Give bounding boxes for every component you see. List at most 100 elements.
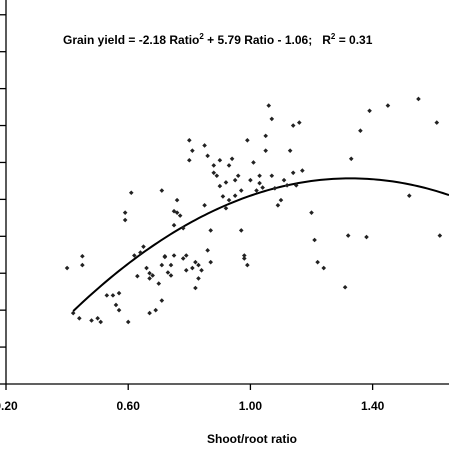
data-point (196, 276, 201, 281)
data-point (266, 103, 272, 108)
data-point (183, 267, 189, 273)
data-point (275, 202, 281, 208)
data-point (416, 96, 421, 102)
data-point (128, 190, 134, 196)
data-point (278, 197, 284, 203)
data-point (159, 262, 165, 268)
superscript: 2 (331, 32, 336, 41)
data-point (95, 315, 100, 321)
data-point (141, 244, 146, 249)
data-point (174, 197, 180, 203)
data-point (159, 298, 165, 303)
data-point (223, 180, 229, 185)
data-point (226, 197, 232, 203)
data-point (260, 185, 265, 190)
data-point (168, 273, 174, 278)
equation-part: Grain yield = -2.18 Ratio (63, 33, 199, 47)
data-point (290, 170, 296, 176)
data-point (296, 120, 302, 125)
superscript: 2 (199, 32, 204, 41)
x-tick-label: 1.00 (239, 399, 263, 413)
data-point (235, 173, 241, 179)
data-point (144, 265, 149, 271)
x-tick-label: 0.20 (0, 399, 18, 413)
data-point (300, 168, 305, 173)
data-point (165, 270, 171, 275)
data-point (156, 281, 162, 286)
data-point (245, 262, 250, 268)
data-point (147, 270, 152, 276)
data-point (232, 193, 238, 198)
data-point (64, 265, 70, 271)
x-tick-label: 0.60 (117, 399, 141, 413)
data-point (135, 273, 140, 279)
data-point (180, 256, 186, 261)
data-point (406, 193, 412, 198)
data-point (159, 188, 165, 193)
data-point (437, 233, 443, 238)
data-point (202, 202, 207, 208)
data-point (217, 183, 223, 189)
data-point (147, 310, 152, 316)
data-point (269, 116, 275, 122)
data-point (238, 188, 244, 193)
data-point (193, 259, 198, 265)
data-point (211, 163, 217, 168)
data-point (147, 276, 152, 281)
data-point (434, 120, 440, 125)
fit-curve (72, 177, 449, 312)
data-point (202, 143, 207, 148)
data-point (263, 133, 268, 139)
data-point (199, 267, 204, 273)
data-point (245, 138, 250, 143)
data-point (168, 262, 174, 268)
data-point (309, 210, 314, 215)
data-point (116, 307, 122, 313)
data-point (358, 128, 363, 134)
data-point (183, 253, 189, 258)
data-point (77, 315, 82, 321)
data-point (348, 156, 354, 162)
data-point (290, 123, 296, 128)
data-point (208, 228, 213, 233)
data-point (116, 290, 122, 296)
data-point (342, 284, 348, 290)
data-point (193, 285, 198, 291)
data-point (281, 177, 287, 183)
data-point (254, 188, 259, 193)
data-point (196, 262, 201, 268)
data-point (269, 173, 275, 179)
data-point (190, 265, 195, 271)
data-point (122, 210, 128, 215)
x-axis-label: Shoot/root ratio (207, 432, 297, 446)
data-point (171, 222, 177, 228)
data-point (257, 180, 262, 186)
data-point (251, 160, 256, 165)
data-point (242, 253, 247, 258)
data-point (187, 138, 192, 143)
data-point (211, 170, 217, 176)
data-point (217, 157, 223, 163)
data-point (220, 194, 226, 199)
data-point (238, 228, 244, 233)
data-point (248, 177, 253, 183)
data-point (214, 173, 220, 179)
data-point (284, 183, 290, 188)
data-point (150, 273, 155, 278)
data-point (345, 233, 351, 238)
equation-part: + 5.79 Ratio - 1.06; R (204, 33, 331, 47)
data-point (287, 148, 293, 153)
data-point (190, 148, 195, 153)
x-tick-label: 1.40 (361, 399, 385, 413)
data-point (205, 153, 210, 159)
data-point (70, 310, 76, 316)
data-point (162, 254, 168, 260)
data-point (187, 157, 192, 163)
data-point (293, 183, 299, 188)
data-point (180, 225, 186, 231)
equation-part: = 0.31 (335, 33, 372, 47)
data-point (385, 103, 391, 108)
data-point (80, 253, 85, 259)
data-point (226, 163, 232, 168)
